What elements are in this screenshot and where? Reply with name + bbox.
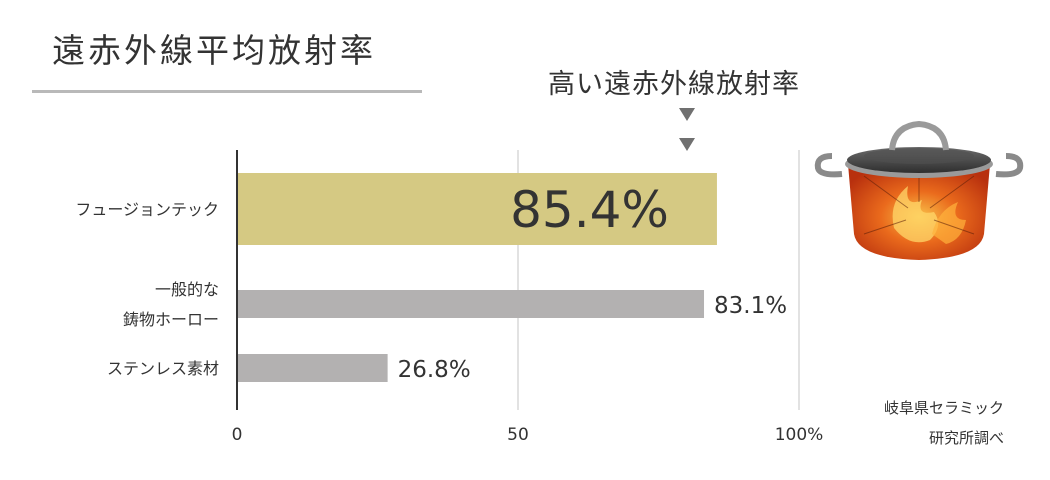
bar-highlight [238, 173, 717, 245]
value-label: 26.8% [398, 357, 471, 383]
value-label: 83.1% [714, 293, 787, 319]
bar [238, 290, 705, 318]
down-arrow-icon [678, 138, 695, 151]
annotation-label: 高い遠赤外線放射率 [548, 69, 800, 100]
x-tick-label: 100% [775, 425, 824, 445]
source-line-1: 岐阜県セラミック [883, 399, 1004, 417]
category-label: 一般的な [155, 280, 219, 299]
source-line-2: 研究所調べ [928, 429, 1004, 447]
chart-title: 遠赤外線平均放射率 [52, 31, 376, 70]
category-label: 鋳物ホーロー [123, 310, 219, 329]
x-tick-label: 0 [232, 425, 243, 445]
pot-illustration-icon [812, 116, 1026, 276]
category-label: フュージョンテック [75, 200, 219, 219]
down-arrow-icon [678, 108, 695, 121]
bar [238, 354, 388, 382]
x-tick-label: 50 [507, 425, 529, 445]
value-label: 85.4% [510, 181, 669, 239]
source-note: 岐阜県セラミック 研究所調べ [884, 393, 1004, 453]
category-label: ステンレス素材 [107, 359, 219, 378]
title-underline [32, 90, 422, 93]
